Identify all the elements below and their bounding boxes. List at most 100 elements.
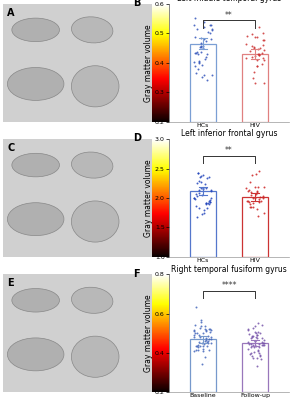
Point — [260, 338, 265, 345]
Point — [201, 186, 206, 193]
Point — [208, 199, 213, 206]
Point — [204, 200, 208, 206]
Ellipse shape — [71, 201, 119, 242]
Point — [261, 37, 266, 43]
Point — [198, 184, 203, 191]
Point — [202, 181, 207, 187]
Point — [245, 198, 249, 204]
Point — [258, 198, 263, 204]
Text: C: C — [7, 143, 15, 153]
Point — [209, 27, 214, 33]
Point — [209, 195, 213, 201]
Point — [246, 339, 251, 346]
Point — [206, 200, 210, 206]
Point — [256, 348, 261, 354]
Y-axis label: Gray matter volume: Gray matter volume — [145, 24, 154, 102]
Ellipse shape — [71, 336, 119, 377]
Point — [257, 52, 261, 58]
Point — [250, 43, 254, 50]
Point — [199, 173, 203, 179]
Point — [194, 304, 198, 310]
Point — [260, 335, 264, 341]
Point — [248, 350, 253, 356]
Point — [249, 334, 254, 341]
Point — [256, 329, 261, 336]
Point — [256, 51, 261, 57]
Point — [199, 35, 204, 41]
Point — [261, 42, 265, 48]
Point — [249, 204, 254, 210]
Point — [207, 22, 212, 28]
Point — [199, 62, 204, 68]
Point — [253, 323, 257, 330]
Point — [261, 342, 266, 348]
Point — [197, 339, 201, 346]
Point — [254, 57, 259, 64]
Text: **: ** — [225, 11, 233, 20]
Ellipse shape — [71, 66, 119, 107]
Point — [206, 338, 211, 344]
Point — [253, 184, 258, 190]
Point — [246, 188, 251, 194]
Point — [259, 61, 264, 67]
Point — [204, 342, 209, 349]
Point — [245, 198, 250, 204]
Title: Left inferior frontal gyrus: Left inferior frontal gyrus — [181, 130, 277, 138]
Point — [261, 342, 265, 348]
Point — [210, 26, 214, 32]
Point — [207, 326, 212, 333]
Point — [259, 356, 263, 362]
Point — [201, 185, 206, 191]
Bar — [242, 54, 268, 122]
Ellipse shape — [7, 338, 64, 371]
Point — [197, 60, 201, 66]
Point — [255, 331, 260, 338]
Point — [262, 336, 267, 343]
Point — [249, 352, 254, 359]
Point — [193, 330, 198, 336]
Point — [196, 66, 201, 72]
Text: ****: **** — [221, 281, 237, 290]
Point — [201, 71, 206, 78]
Point — [199, 318, 204, 325]
Point — [202, 326, 207, 332]
Point — [207, 174, 211, 180]
Point — [204, 328, 209, 334]
Point — [204, 327, 208, 333]
Text: E: E — [7, 278, 14, 288]
Point — [254, 62, 259, 69]
Point — [252, 344, 257, 350]
Point — [195, 342, 200, 349]
Point — [197, 58, 202, 64]
Point — [254, 34, 259, 40]
Point — [255, 188, 260, 194]
Text: A: A — [7, 8, 15, 18]
Bar — [190, 44, 216, 122]
Title: Right temporal fusiform gyrus: Right temporal fusiform gyrus — [171, 265, 287, 274]
Point — [200, 330, 205, 336]
Point — [245, 33, 249, 39]
Point — [196, 347, 200, 354]
Point — [208, 30, 213, 36]
Point — [251, 45, 256, 52]
Point — [262, 80, 266, 86]
Point — [254, 330, 259, 336]
Point — [257, 341, 261, 347]
Point — [198, 334, 202, 340]
Point — [250, 30, 254, 37]
Point — [249, 172, 254, 178]
Point — [208, 186, 213, 193]
Point — [192, 334, 197, 341]
Point — [247, 351, 252, 357]
Point — [199, 43, 203, 49]
Point — [261, 193, 266, 200]
Point — [201, 343, 205, 349]
Point — [247, 48, 252, 54]
Point — [261, 54, 266, 61]
Point — [204, 200, 209, 207]
Point — [207, 347, 211, 354]
Point — [257, 52, 262, 58]
Bar — [242, 197, 268, 257]
Point — [204, 51, 209, 57]
Point — [254, 355, 259, 361]
